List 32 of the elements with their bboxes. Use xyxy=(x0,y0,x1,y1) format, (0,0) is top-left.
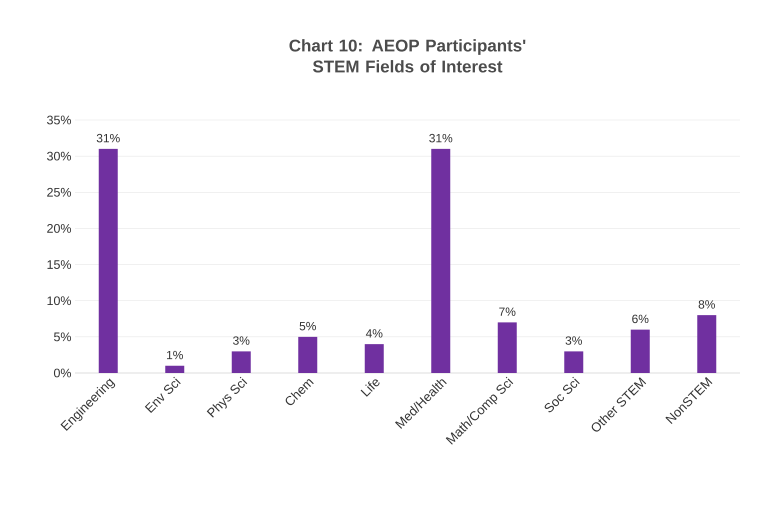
bar xyxy=(498,322,517,373)
bar xyxy=(564,351,584,373)
bar xyxy=(630,330,650,373)
y-tick-label: 10% xyxy=(48,296,72,306)
data-label: 1% xyxy=(167,350,183,360)
y-tick-label: 30% xyxy=(47,152,72,161)
bar xyxy=(165,366,184,373)
bar xyxy=(298,336,318,373)
x-tick-label: Life xyxy=(360,379,380,397)
x-tick-label: Env Sci xyxy=(144,376,181,414)
data-label: 7% xyxy=(499,308,516,316)
bar xyxy=(431,148,450,373)
y-tick-label: 20% xyxy=(47,224,72,233)
chart-title: Chart 10: AEOP Participants' STEM Fields of Interest xyxy=(289,39,526,73)
bar xyxy=(697,315,716,373)
bar xyxy=(232,351,251,373)
y-tick-label: 15% xyxy=(48,260,72,269)
data-label: 4% xyxy=(366,329,382,338)
y-tick-label: 5% xyxy=(54,332,72,342)
bar xyxy=(364,344,384,373)
y-tick-label: 35% xyxy=(47,116,72,124)
data-label: 5% xyxy=(300,322,316,330)
y-tick-label: 25% xyxy=(47,188,72,197)
y-tick-label: 0% xyxy=(54,368,72,378)
data-label: 31% xyxy=(96,134,120,142)
data-label: 3% xyxy=(233,336,250,345)
data-label: 3% xyxy=(566,336,582,345)
x-tick-label: Soc Sci xyxy=(544,376,580,412)
bar xyxy=(98,148,118,373)
data-label: 31% xyxy=(429,134,452,142)
data-label: 6% xyxy=(632,314,648,324)
data-label: 8% xyxy=(698,300,715,309)
